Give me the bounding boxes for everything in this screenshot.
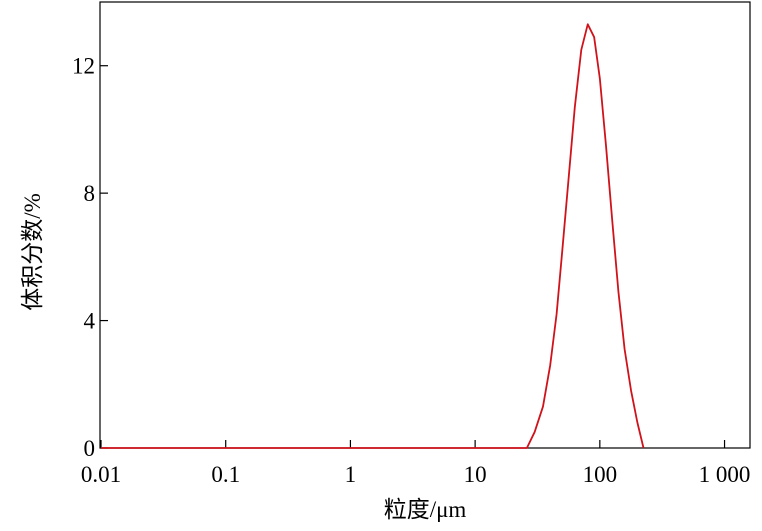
data-line [101, 23, 645, 449]
y-tick-label: 8 [84, 181, 96, 206]
x-tick-label: 0.01 [81, 462, 121, 487]
plot-frame [99, 1, 751, 449]
x-tick-label: 1 [345, 462, 357, 487]
x-tick-label: 1 000 [699, 462, 751, 487]
x-tick-label: 100 [583, 462, 618, 487]
y-axis-label: 体积分数/% [20, 193, 45, 311]
x-tick-label: 10 [464, 462, 487, 487]
x-axis-label: 粒度/μm [384, 497, 467, 522]
y-tick-label: 0 [84, 436, 96, 461]
y-tick-label: 4 [84, 309, 96, 334]
y-tick-label: 12 [72, 54, 95, 79]
x-tick-label: 0.1 [211, 462, 240, 487]
